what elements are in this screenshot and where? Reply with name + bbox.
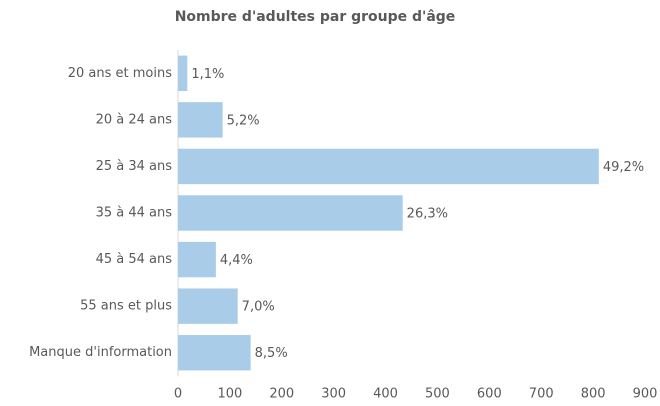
y-tick-label: 35 à 44 ans: [96, 206, 173, 221]
bar: [178, 102, 223, 138]
chart-title: Nombre d'adultes par groupe d'âge: [175, 9, 456, 25]
bar: [178, 148, 599, 185]
x-tick-label: 100: [217, 387, 242, 402]
bar: [178, 195, 403, 231]
data-label: 1,1%: [191, 67, 224, 82]
y-tick-label: Manque d'information: [29, 345, 172, 360]
data-label: 49,2%: [603, 160, 644, 175]
bar: [178, 335, 251, 371]
x-tick-label: 400: [373, 387, 398, 402]
bar: [178, 55, 188, 91]
y-tick-label: 55 ans et plus: [80, 299, 172, 314]
data-label: 7,0%: [242, 300, 275, 315]
data-label: 8,5%: [255, 346, 288, 361]
x-tick-label: 200: [269, 387, 294, 402]
x-tick-label: 500: [425, 387, 450, 402]
y-tick-label: 45 à 54 ans: [96, 252, 173, 267]
bar: [178, 241, 216, 278]
y-tick-label: 25 à 34 ans: [96, 159, 173, 174]
data-label: 5,2%: [227, 113, 260, 128]
x-tick-label: 300: [321, 387, 346, 402]
x-tick-label: 800: [581, 387, 606, 402]
x-tick-label: 700: [529, 387, 554, 402]
data-label: 4,4%: [220, 253, 253, 268]
y-tick-label: 20 à 24 ans: [96, 112, 173, 127]
data-label: 26,3%: [407, 207, 448, 222]
x-tick-label: 600: [477, 387, 502, 402]
y-tick-label: 20 ans et moins: [68, 66, 172, 81]
x-tick-label: 900: [633, 387, 658, 402]
bar: [178, 288, 238, 324]
x-tick-label: 0: [174, 387, 182, 402]
